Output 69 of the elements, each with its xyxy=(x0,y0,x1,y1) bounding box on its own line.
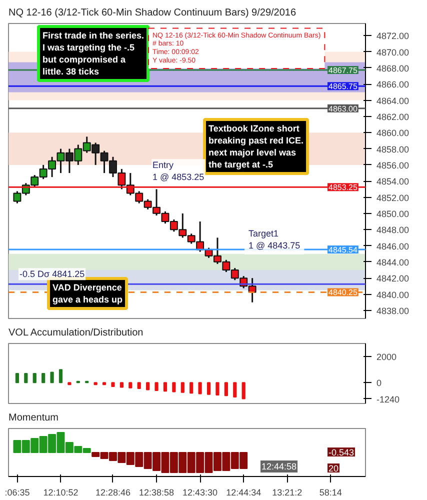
bar xyxy=(224,382,228,396)
x-tick-label: :06:35 xyxy=(4,488,30,498)
bar xyxy=(24,373,28,384)
annotation: 20 xyxy=(328,464,339,474)
bar xyxy=(233,382,237,398)
ref-line-label: 4853.25 xyxy=(328,183,358,192)
bar xyxy=(15,373,20,384)
annotation: Textbook IZone short breaking past red ICE. next major level was the target at -.5 xyxy=(208,124,304,170)
ref-line-label: 4867.75 xyxy=(328,66,358,75)
chart-title: VOL Accumulation/Distribution xyxy=(8,328,144,338)
y-tick-label: 4864.00 xyxy=(376,96,410,106)
bar xyxy=(163,382,168,392)
y-tick-label: 4848.00 xyxy=(376,225,410,236)
y-tick-label: 4842.00 xyxy=(376,274,410,284)
bar xyxy=(146,382,150,390)
ref-line-label: 4865.75 xyxy=(328,82,358,92)
bar xyxy=(190,382,194,394)
bar xyxy=(216,382,220,396)
y-tick-label: 4862.00 xyxy=(376,112,410,122)
bar xyxy=(111,382,115,388)
y-tick-label: 4866.00 xyxy=(376,80,410,90)
ref-line-label: 4840.25 xyxy=(328,288,358,298)
bar xyxy=(42,373,46,384)
annotation: Target1 1 @ 4843.75 xyxy=(248,228,300,250)
y-tick-label: 4854.00 xyxy=(376,176,410,187)
bar xyxy=(242,382,246,400)
y-tick-label: 4872.00 xyxy=(376,31,410,42)
y-tick-label: 4856.00 xyxy=(376,160,410,170)
bar xyxy=(50,372,54,384)
annotation: VAD Divergence gave a heads up xyxy=(52,282,124,304)
y-tick-label: 4870.00 xyxy=(376,47,410,58)
y-tick-label: 4838.00 xyxy=(376,306,410,316)
chart-title: NQ 12-16 (3/12-Tick 60-Min Shadow Continuum Bars) 9/29/2016 xyxy=(8,8,296,18)
y-tick-label: 2000 xyxy=(376,352,397,362)
bar xyxy=(154,382,158,391)
x-tick-label: 12:28:46 xyxy=(95,488,131,498)
ref-line-label: 4863.00 xyxy=(328,104,358,114)
x-tick-label: 12:43:30 xyxy=(182,488,218,498)
y-tick-label: 4844.00 xyxy=(376,257,410,268)
annotation: Entry 1 @ 4853.25 xyxy=(152,160,204,182)
y-tick-label: 4840.00 xyxy=(376,290,410,300)
y-tick-label: 4846.00 xyxy=(376,241,410,252)
y-tick-label: 4868.00 xyxy=(376,63,410,74)
y-tick-label: 4852.00 xyxy=(376,192,410,203)
y-tick-label: 4850.00 xyxy=(376,208,410,219)
bar xyxy=(32,373,36,384)
x-tick-label: 58:14 xyxy=(319,488,342,498)
y-tick-label: 4860.00 xyxy=(376,128,410,138)
x-tick-label: 12:10:52 xyxy=(43,488,78,498)
bar xyxy=(120,382,124,388)
annotation: -0.5 Dσ 4841.25 xyxy=(20,269,85,280)
x-tick-label: 13:21:2 xyxy=(272,488,302,498)
x-tick-label: 12:38:58 xyxy=(139,488,174,498)
bar xyxy=(180,382,184,393)
x-tick-label: 12:44:34 xyxy=(226,488,262,498)
bar xyxy=(58,369,63,384)
chart-title: Momentum xyxy=(8,412,59,424)
annotation: First trade in the series. I was targeting the -.5 but compromised a little. 38 ticks xyxy=(42,30,144,76)
bar xyxy=(206,382,211,395)
y-tick-label: -1240 xyxy=(376,394,400,404)
bar xyxy=(198,382,202,394)
annotation: 12:44:58 xyxy=(262,462,297,472)
y-tick-label: 0 xyxy=(376,378,382,388)
bar xyxy=(172,382,176,392)
y-tick-label: 4858.00 xyxy=(376,144,410,154)
bar xyxy=(137,382,141,389)
bar xyxy=(128,382,132,388)
ref-line-label: 4845.54 xyxy=(328,245,358,254)
annotation: -0.543 xyxy=(328,448,354,458)
